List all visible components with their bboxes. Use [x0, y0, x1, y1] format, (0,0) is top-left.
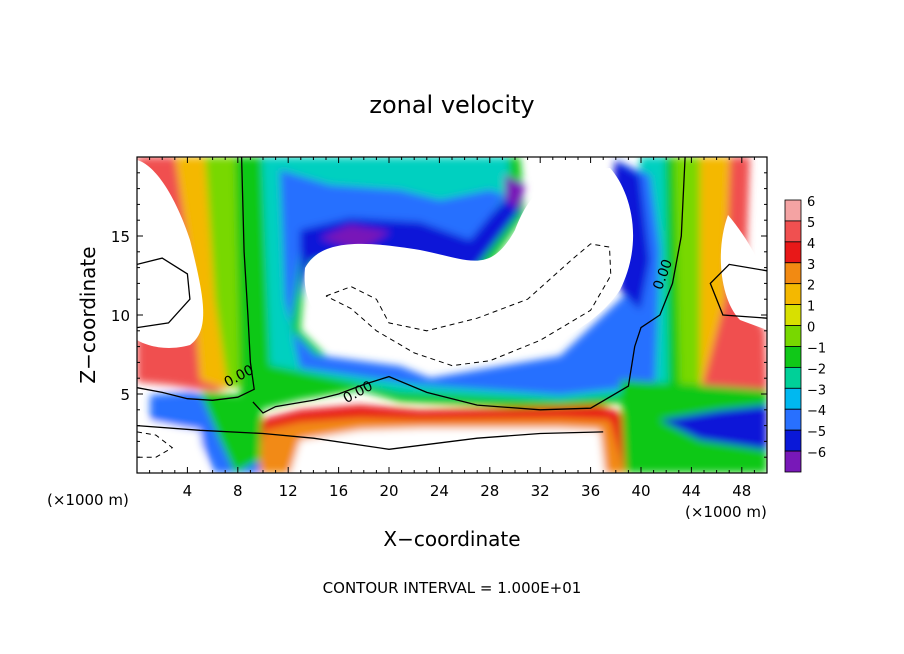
- x-tick-label: 20: [379, 482, 398, 500]
- colorbar-label: −6: [807, 446, 826, 461]
- colorbar-label: 6: [807, 195, 815, 210]
- colorbar-label: −1: [807, 341, 826, 356]
- field-white-right: [720, 215, 767, 330]
- colorbar-swatch: [784, 450, 802, 473]
- y-tick-label: 5: [120, 386, 130, 404]
- colorbar-swatch: [784, 387, 802, 410]
- contour-line: [137, 431, 174, 458]
- y-tick-label: 15: [111, 228, 130, 246]
- contour-lines: [137, 157, 767, 458]
- field-lower-right-blue: [660, 405, 767, 450]
- contour-interval-note: CONTOUR INTERVAL = 1.000E+01: [323, 579, 582, 597]
- field-white-left: [137, 160, 204, 348]
- y-axis-label: Z−coordinate: [76, 246, 100, 383]
- field-bottom-white: [290, 428, 605, 473]
- colorbar-label: 0: [807, 321, 815, 336]
- colorbar-label: 5: [807, 216, 815, 231]
- x-axis: 4 8 12 16 20 24 28 32 36 40 44 48: [149, 157, 755, 500]
- colorbar-swatch: [784, 325, 802, 347]
- x-tick-label: 32: [531, 482, 550, 500]
- x-tick-label: 24: [430, 482, 449, 500]
- colorbar-label: −4: [807, 404, 826, 419]
- contour-line: [137, 257, 191, 329]
- x-axis-label: X−coordinate: [383, 527, 520, 551]
- colorbar-swatch: [784, 241, 802, 264]
- colorbar-label: −3: [807, 383, 826, 398]
- colorbar-swatch: [784, 262, 802, 285]
- colorbar-label: 2: [807, 279, 815, 294]
- y-tick-label: 10: [111, 307, 130, 325]
- colorbar-label: 4: [807, 237, 815, 252]
- field-white-core: [304, 168, 634, 358]
- x-tick-label: 48: [732, 482, 751, 500]
- velocity-field: [137, 157, 767, 473]
- colorbar-label: −2: [807, 362, 826, 377]
- contour-line: [325, 243, 612, 367]
- x-tick-label: 44: [682, 482, 701, 500]
- x-tick-label: 40: [631, 482, 650, 500]
- chart-title: zonal velocity: [369, 91, 534, 119]
- x-tick-label: 16: [329, 482, 348, 500]
- x-tick-label: 28: [480, 482, 499, 500]
- colorbar-swatch: [784, 346, 802, 368]
- x-tick-label: 12: [279, 482, 298, 500]
- contour-line: [137, 424, 604, 450]
- colorbar-swatch: [784, 366, 802, 389]
- contour-line: [709, 263, 767, 319]
- field-cold-darkblue: [300, 160, 650, 310]
- x-tick-label: 8: [233, 482, 243, 500]
- field-cold-purple: [320, 175, 525, 250]
- y-axis: 5 10 15: [111, 172, 767, 458]
- colorbar-label: −5: [807, 425, 826, 440]
- field-cold-blue: [280, 160, 660, 395]
- contour-line: [252, 157, 686, 414]
- colorbar: 6 5 4 3 2 1 0 −1 −2 −3 −4 −5 −6: [784, 195, 826, 473]
- colorbar-label: 1: [807, 300, 815, 315]
- colorbar-swatch: [784, 429, 802, 452]
- colorbar-swatch: [784, 304, 802, 326]
- colorbar-label: 3: [807, 258, 815, 273]
- x-tick-label: 4: [183, 482, 193, 500]
- field-right-green: [675, 157, 700, 395]
- colorbar-swatch: [784, 408, 802, 431]
- colorbar-swatch: [784, 283, 802, 306]
- colorbar-swatch: [784, 220, 802, 243]
- x-unit-left: (×1000 m): [47, 491, 129, 509]
- x-tick-label: 36: [581, 482, 600, 500]
- colorbar-swatch: [784, 199, 802, 222]
- contour-line: [137, 157, 255, 401]
- x-unit-right: (×1000 m): [685, 503, 767, 521]
